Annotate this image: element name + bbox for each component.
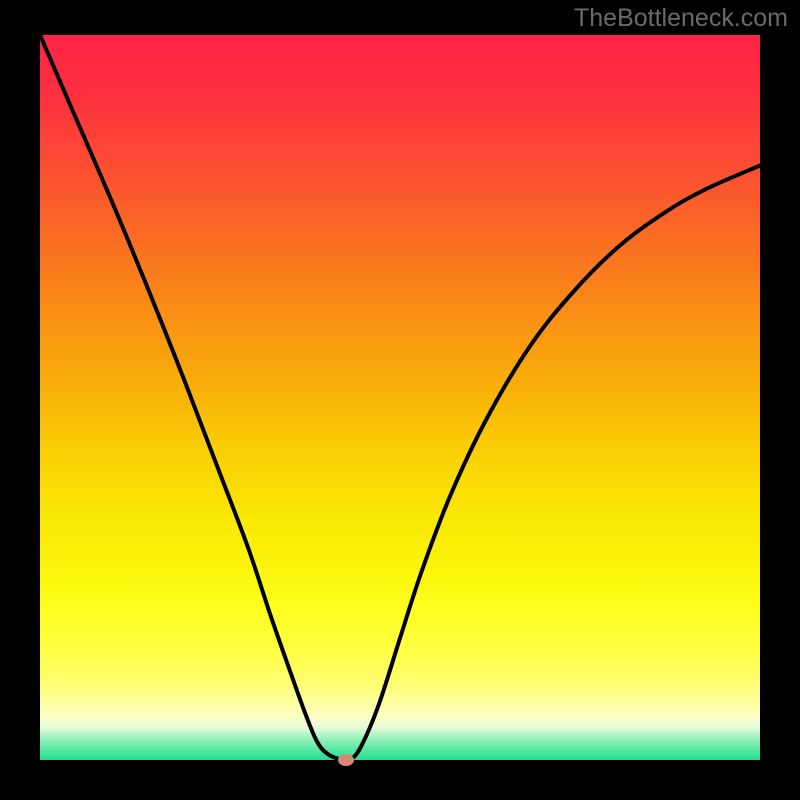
optimal-point-marker: [338, 754, 354, 766]
watermark-text: TheBottleneck.com: [574, 4, 788, 33]
bottleneck-chart: [0, 0, 800, 800]
plot-background: [40, 35, 760, 760]
